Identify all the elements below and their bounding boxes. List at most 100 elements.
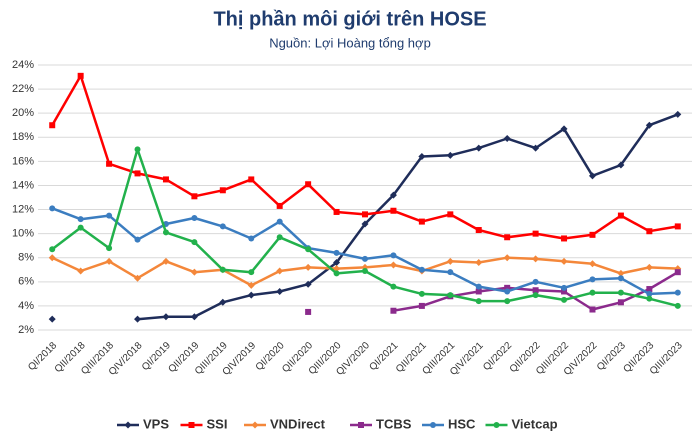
legend-marker (493, 422, 500, 428)
point (77, 216, 84, 223)
legend-marker (358, 422, 364, 428)
legend-label: TCBS (376, 416, 412, 431)
point (588, 172, 596, 180)
point (503, 134, 511, 142)
point (646, 295, 653, 302)
point (475, 283, 482, 290)
point (333, 249, 340, 256)
point (674, 110, 682, 118)
point (134, 315, 142, 323)
point (247, 291, 255, 299)
point (561, 288, 568, 295)
point (617, 289, 624, 296)
point (304, 263, 312, 271)
point (191, 193, 198, 200)
point (219, 298, 227, 306)
point (333, 270, 340, 277)
point (389, 261, 397, 269)
y-tick-label: 12% (12, 203, 34, 215)
point (532, 255, 540, 263)
legend-label: Vietcap (512, 416, 558, 431)
point (532, 287, 539, 294)
point (617, 212, 624, 219)
point (646, 286, 653, 293)
y-tick-label: 2% (18, 324, 34, 336)
point (106, 245, 113, 252)
point (190, 268, 198, 276)
point (504, 234, 511, 241)
point (418, 153, 426, 161)
point (645, 121, 653, 129)
point (362, 211, 368, 218)
point (134, 146, 141, 153)
y-tick-label: 10% (12, 228, 34, 240)
point (645, 263, 653, 271)
point (646, 228, 653, 235)
chart-title: Thị phần môi giới trên HOSE (213, 8, 486, 30)
point (418, 218, 425, 225)
point (305, 246, 312, 253)
y-tick-label: 8% (18, 252, 34, 264)
point (418, 266, 425, 273)
y-tick-label: 18% (12, 131, 34, 143)
point (560, 125, 568, 133)
point (333, 259, 341, 267)
point (390, 252, 397, 259)
point (276, 218, 283, 225)
point (162, 313, 170, 321)
point (361, 220, 369, 228)
point (617, 269, 625, 277)
point (532, 278, 539, 285)
point (162, 229, 169, 236)
point (106, 212, 113, 219)
point (276, 287, 284, 295)
point (77, 224, 84, 231)
point (247, 281, 255, 289)
legend-label: SSI (207, 416, 228, 431)
point (532, 292, 539, 299)
point (589, 276, 596, 283)
point (162, 176, 169, 183)
point (77, 72, 84, 79)
point (304, 280, 312, 288)
point (475, 227, 482, 234)
point (105, 257, 113, 265)
legend-marker (251, 421, 259, 429)
point (248, 235, 255, 242)
point (674, 302, 681, 309)
point (362, 255, 368, 262)
point (589, 306, 596, 313)
point (475, 288, 482, 295)
y-tick-label: 4% (18, 300, 34, 312)
point (48, 315, 56, 323)
y-tick-label: 22% (12, 83, 34, 95)
point (276, 202, 283, 209)
point (561, 235, 568, 242)
point (248, 176, 255, 183)
point (276, 234, 283, 241)
y-tick-label: 6% (18, 276, 34, 288)
point (49, 122, 56, 129)
point (532, 230, 539, 237)
legend-marker (124, 421, 132, 429)
point (446, 257, 454, 265)
point (447, 211, 454, 218)
legend-label: HSC (448, 416, 476, 431)
point (305, 308, 312, 315)
point (418, 290, 425, 297)
point (305, 181, 312, 188)
point (617, 161, 625, 169)
point (390, 207, 397, 214)
point (532, 144, 540, 152)
point (134, 170, 141, 177)
point (162, 257, 170, 265)
point (503, 254, 511, 262)
point (674, 269, 681, 276)
legend-marker (430, 422, 436, 428)
point (475, 298, 482, 305)
point (276, 267, 284, 275)
legend-label: VPS (143, 416, 169, 431)
point (674, 289, 681, 296)
y-tick-label: 14% (12, 179, 34, 191)
point (333, 208, 340, 215)
